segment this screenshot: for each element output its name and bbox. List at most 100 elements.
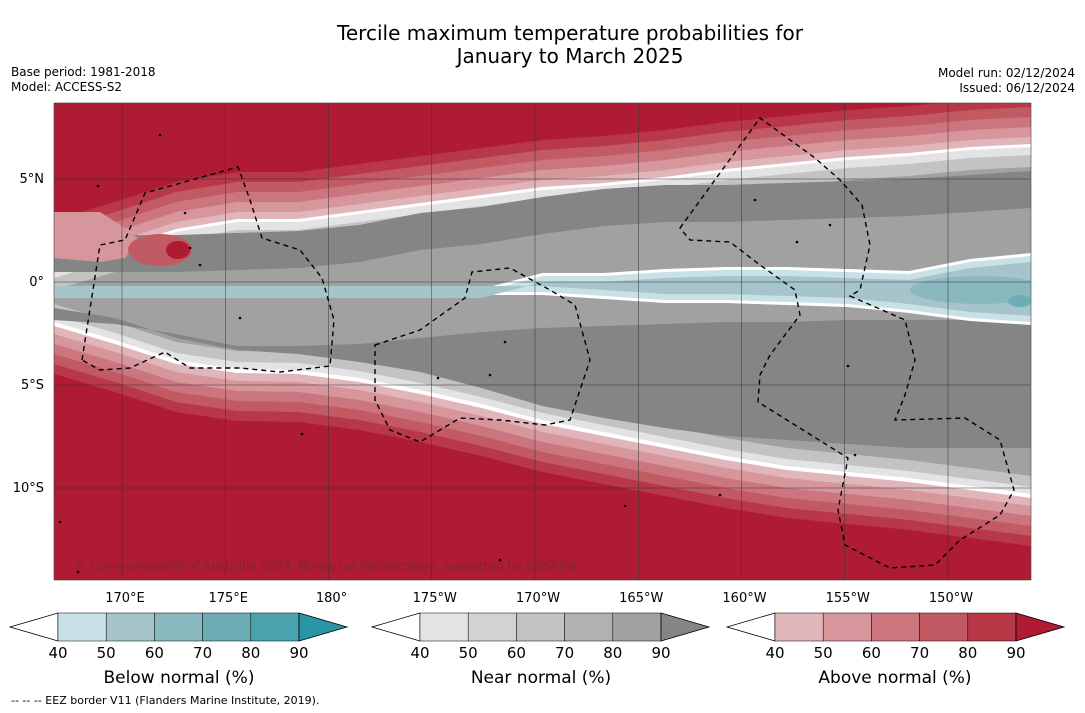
- model-name: Model: ACCESS-S2: [11, 80, 123, 94]
- legend-tick: 70: [910, 644, 929, 662]
- below-normal-40: [54, 256, 1031, 322]
- legend-swatch: [564, 612, 614, 642]
- legend-tick: 80: [241, 644, 260, 662]
- legend-swatch: [516, 612, 565, 642]
- legend-tick: 70: [193, 644, 212, 662]
- legend-swatch: [467, 612, 517, 642]
- legend-tick: 50: [814, 644, 833, 662]
- below-normal-50: [54, 262, 1031, 316]
- legend-low-arrow: [370, 612, 421, 642]
- lon-label: 150°W: [929, 591, 973, 606]
- title-line-2: January to March 2025: [456, 44, 684, 68]
- legend-swatch: [57, 612, 107, 642]
- legend-swatch: [250, 612, 300, 642]
- island-dot: [436, 376, 440, 380]
- map-title: Tercile maximum temperature probabilitie…: [0, 22, 1085, 68]
- legend-tick: 70: [555, 644, 574, 662]
- island-dot: [828, 223, 832, 227]
- legend-high-arrow: [298, 612, 349, 642]
- legend-swatch: [774, 612, 824, 642]
- lon-label: 175°E: [208, 591, 248, 606]
- island-dot: [498, 558, 502, 562]
- legend-tick: 80: [603, 644, 622, 662]
- model-run: Model run: 02/12/2024: [937, 66, 1075, 80]
- legend-tick: 40: [410, 644, 429, 662]
- legend-tick: 90: [1006, 644, 1025, 662]
- island-dot: [183, 211, 187, 215]
- legend-low-arrow: [725, 612, 776, 642]
- legend-swatch: [202, 612, 252, 642]
- legend-swatch: [967, 612, 1017, 642]
- lon-label: 170°W: [516, 591, 560, 606]
- island-dot: [488, 373, 492, 377]
- island-dot: [623, 504, 627, 508]
- legend-below-label: Below normal (%): [103, 668, 255, 688]
- lon-label: 175°W: [413, 591, 457, 606]
- lat-label: 0°: [29, 275, 44, 290]
- eez-border: [679, 117, 1015, 569]
- title-line-1: Tercile maximum temperature probabilitie…: [337, 21, 803, 45]
- legend-high-arrow: [660, 612, 711, 642]
- legend-low-arrow: [8, 612, 59, 642]
- below-normal-70-patch: [1008, 295, 1031, 307]
- legend-tick: 80: [958, 644, 977, 662]
- legend-near-label: Near normal (%): [470, 668, 612, 688]
- near-normal-90-south: [54, 308, 1031, 448]
- map-layers: [54, 103, 1031, 580]
- legend-tick: 50: [459, 644, 478, 662]
- island-dot: [846, 364, 850, 368]
- island-dot: [158, 133, 162, 137]
- island-dot: [198, 263, 202, 267]
- legend-swatch: [871, 612, 920, 642]
- lat-label: 10°S: [13, 481, 44, 496]
- lat-label: 5°N: [20, 172, 45, 187]
- legend-tick: 60: [507, 644, 526, 662]
- legend-swatch: [105, 612, 155, 642]
- legend-tick: 50: [97, 644, 116, 662]
- legend-tick: 90: [289, 644, 308, 662]
- legend-swatch: [612, 612, 662, 642]
- island-dot: [300, 432, 304, 436]
- meta-right: Model run: 02/12/2024 Issued: 06/12/2024: [938, 66, 1075, 96]
- base-period: Base period: 1981-2018: [11, 65, 156, 79]
- island-dot: [503, 340, 507, 344]
- island-dot: [853, 453, 857, 457]
- legend-tick: 90: [651, 644, 670, 662]
- legend-colorbar: 40 50 60 70 80 90: [8, 612, 349, 662]
- copyright-text: © Commonwealth of Australia 2024, Bureau…: [74, 559, 579, 573]
- map-frame: [53, 102, 1032, 581]
- lon-label: 155°W: [826, 591, 870, 606]
- lon-label: 160°W: [722, 591, 766, 606]
- near-normal-90-north: [54, 171, 1031, 272]
- eez-border: [81, 166, 335, 373]
- eez-footnote: -- -- -- EEZ border V11 (Flanders Marine…: [11, 694, 320, 707]
- island-dot: [58, 520, 62, 524]
- legend-swatch: [919, 612, 969, 642]
- island-dot: [96, 184, 100, 188]
- island-dot: [188, 246, 192, 250]
- island-dot: [718, 493, 722, 497]
- legend-colorbar: 40 50 60 70 80 90: [370, 612, 711, 662]
- island-dot: [76, 570, 80, 574]
- lon-label: 165°W: [619, 591, 663, 606]
- island-dot: [238, 316, 242, 320]
- above-normal-90-spot: [166, 241, 190, 259]
- legend-colorbar: 40 50 60 70 80 90: [725, 612, 1066, 662]
- legend-above-label: Above normal (%): [818, 668, 972, 688]
- island-dot: [753, 198, 757, 202]
- lon-label: 170°E: [105, 591, 145, 606]
- legend-tick: 60: [145, 644, 164, 662]
- island-dot: [795, 240, 799, 244]
- above-normal-intrusion: [54, 212, 140, 262]
- issued-date: Issued: 06/12/2024: [959, 81, 1075, 95]
- meta-left: Base period: 1981-2018 Model: ACCESS-S2: [11, 65, 156, 95]
- legend-tick: 40: [48, 644, 67, 662]
- legend-high-arrow: [1015, 612, 1066, 642]
- legend-swatch: [154, 612, 203, 642]
- lat-label: 5°S: [21, 378, 44, 393]
- legend-tick: 60: [862, 644, 881, 662]
- legend-swatch: [419, 612, 469, 642]
- below-normal-60-patch: [910, 276, 1031, 304]
- legend-swatch: [822, 612, 872, 642]
